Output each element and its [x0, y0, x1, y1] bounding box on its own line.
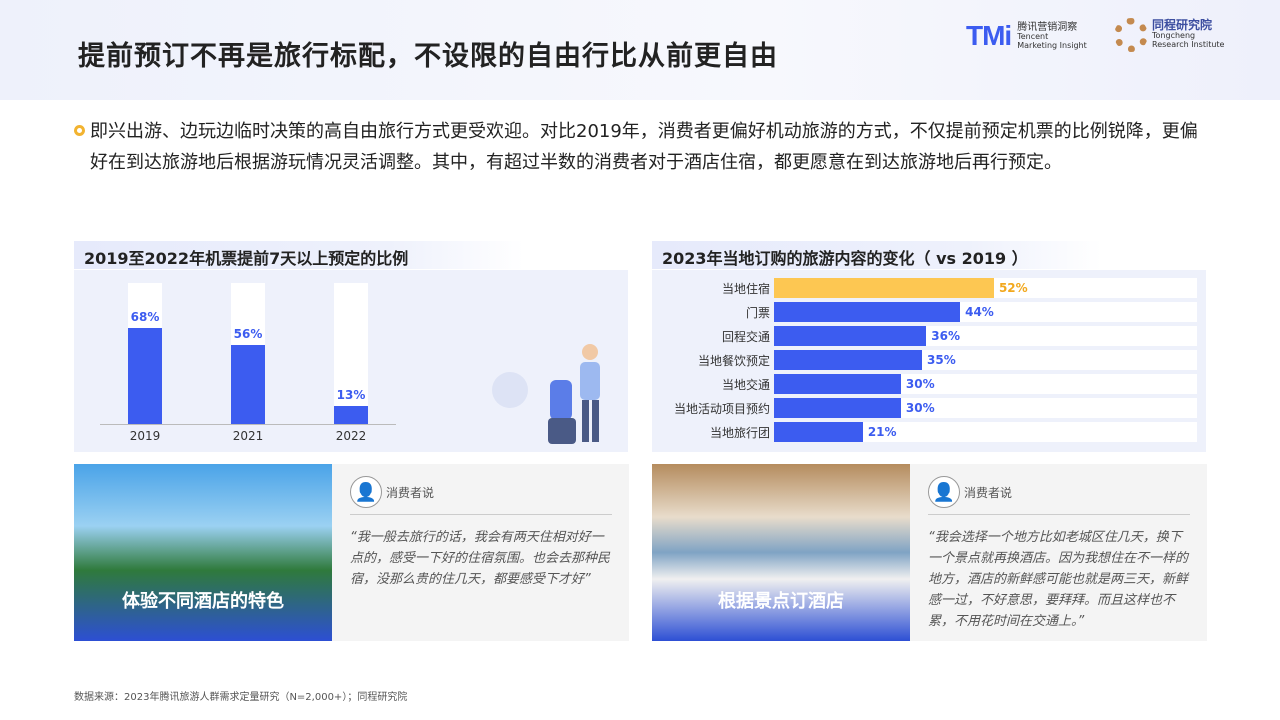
quote-card-1: 体验不同酒店的特色 👤 消费者说 “我一般去旅行的话，我会有两天住相对好一点的，感…: [74, 464, 629, 641]
user-icon: 👤: [928, 476, 960, 508]
quote-card-2: 根据景点订酒店 👤 消费者说 “我会选择一个地方比如老城区住几天，换下一个景点就再…: [652, 464, 1207, 641]
category-label: 当地活动项目预约: [673, 402, 770, 416]
data-source: 数据来源：2023年腾讯旅游人群需求定量研究（N=2,000+）；同程研究院: [74, 692, 408, 703]
category-label: 回程交通: [721, 330, 770, 344]
bullet-icon: [74, 125, 85, 136]
bar: [231, 345, 265, 424]
tongcheng-logo: 同程研究院 Tongcheng Research Institute: [1114, 18, 1224, 52]
bar-row: 当地活动项目预约 30%: [652, 398, 1206, 418]
bar-row: 当地餐饮预定 35%: [652, 350, 1206, 370]
data-label: 44%: [965, 305, 994, 319]
bar: [774, 350, 923, 370]
gear-logo-icon: [1114, 18, 1148, 52]
category-label: 门票: [745, 306, 770, 320]
data-label: 21%: [867, 425, 897, 439]
tmi-logo: TMi 腾讯营销洞察 Tencent Marketing Insight: [966, 20, 1087, 51]
quote-text: “我一般去旅行的话，我会有两天住相对好一点的，感受一下好的住宿氛围。也会去那种民…: [350, 530, 611, 587]
card-caption: 根据景点订酒店: [718, 591, 844, 612]
traveler-illustration: [470, 340, 620, 450]
bar-row: 当地住宿 52%: [652, 278, 1206, 298]
category-label: 当地餐饮预定: [697, 354, 770, 368]
quote-text: “我会选择一个地方比如老城区住几天，换下一个景点就再换酒店。因为我想住在不一样的…: [928, 530, 1189, 629]
data-label: 13%: [336, 387, 366, 402]
hotel-room-photo: 根据景点订酒店: [652, 464, 910, 641]
category-label: 当地交通: [721, 378, 770, 392]
category-label: 当地住宿: [721, 282, 770, 296]
page-title: 提前预订不再是旅行标配，不设限的自由行比从前更自由: [78, 41, 778, 72]
card-caption: 体验不同酒店的特色: [122, 591, 284, 612]
divider: [350, 514, 612, 515]
bar: [334, 405, 368, 424]
bar-row: 当地旅行团 21%: [652, 422, 1206, 442]
bar-track: [774, 422, 1197, 442]
x-tick-label: 2019: [129, 429, 161, 443]
data-label: 30%: [905, 377, 935, 391]
data-label: 36%: [931, 329, 960, 343]
bar-track: [334, 283, 368, 424]
bar: [774, 374, 901, 394]
bar: [774, 398, 901, 418]
category-label: 当地旅行团: [709, 426, 770, 440]
data-label: 30%: [905, 401, 935, 415]
data-label: 56%: [233, 327, 263, 342]
divider: [928, 514, 1190, 515]
bar: [774, 278, 994, 298]
data-label: 35%: [927, 353, 956, 367]
bar: [774, 422, 863, 442]
x-tick-label: 2021: [232, 429, 264, 443]
resort-photo: 体验不同酒店的特色: [74, 464, 332, 641]
chart2-title: 2023年当地订购的旅游内容的变化（ vs 2019 ）: [652, 241, 1102, 269]
user-icon: 👤: [350, 476, 382, 508]
bar-row: 回程交通 36%: [652, 326, 1206, 346]
bar-row: 门票 44%: [652, 302, 1206, 322]
intro-paragraph: 即兴出游、边玩边临时决策的高自由旅行方式更受欢迎。对比2019年，消费者更偏好机…: [74, 116, 1214, 178]
data-label: 68%: [130, 310, 160, 325]
chart1-title: 2019至2022年机票提前7天以上预定的比例: [74, 241, 524, 269]
bar: [774, 302, 961, 322]
header-background: [0, 0, 1280, 100]
x-axis: [100, 424, 396, 425]
bar: [128, 328, 162, 424]
data-label: 52%: [998, 281, 1028, 295]
bar-row: 当地交通 30%: [652, 374, 1206, 394]
bar: [774, 326, 927, 346]
x-tick-label: 2022: [335, 429, 367, 443]
